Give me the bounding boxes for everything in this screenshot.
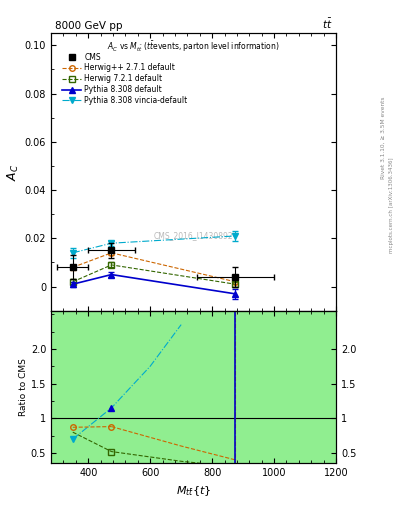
X-axis label: $M_{t\bar{t}}$$\{t\}$: $M_{t\bar{t}}$$\{t\}$ xyxy=(176,484,211,498)
Y-axis label: Ratio to CMS: Ratio to CMS xyxy=(19,358,28,416)
Text: mcplots.cern.ch [arXiv:1306.3436]: mcplots.cern.ch [arXiv:1306.3436] xyxy=(389,157,393,252)
Text: $A_C$ vs $M_{t\bar{t}}$ ($t\bar{t}$events, parton level information): $A_C$ vs $M_{t\bar{t}}$ ($t\bar{t}$event… xyxy=(107,39,280,54)
Legend: CMS, Herwig++ 2.7.1 default, Herwig 7.2.1 default, Pythia 8.308 default, Pythia : CMS, Herwig++ 2.7.1 default, Herwig 7.2.… xyxy=(61,51,189,106)
Text: Rivet 3.1.10, ≥ 3.5M events: Rivet 3.1.10, ≥ 3.5M events xyxy=(381,97,386,180)
Text: CMS_2016_I1430892: CMS_2016_I1430892 xyxy=(154,231,233,240)
Text: $t\bar{t}$: $t\bar{t}$ xyxy=(321,16,332,31)
Text: 8000 GeV pp: 8000 GeV pp xyxy=(55,20,123,31)
Y-axis label: $A_C$: $A_C$ xyxy=(6,163,20,181)
